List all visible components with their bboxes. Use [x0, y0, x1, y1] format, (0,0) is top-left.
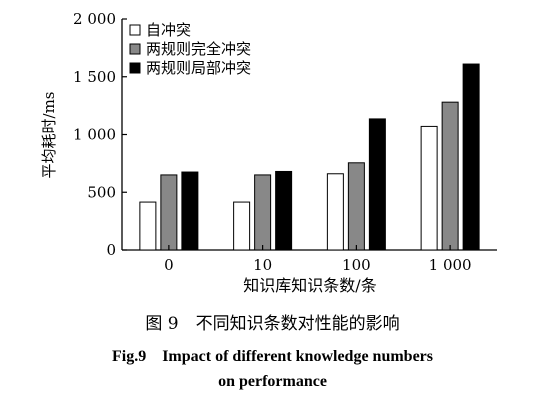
- x-tick-label: 0: [164, 256, 174, 274]
- legend-label: 两规则局部冲突: [146, 59, 251, 77]
- figure-caption-en-line1: Fig.9 Impact of different knowledge numb…: [111, 348, 434, 365]
- bar: [326, 173, 344, 251]
- bar: [368, 118, 386, 251]
- legend-label: 两规则完全冲突: [146, 40, 251, 58]
- legend-swatch: [129, 62, 141, 74]
- bar: [181, 171, 199, 251]
- figure-caption-en-line2: on performance: [218, 373, 327, 390]
- bar: [420, 125, 438, 251]
- x-axis-label: 知识库知识条数/条: [243, 276, 376, 295]
- y-tick-label: 2 000: [73, 10, 116, 28]
- bars: [139, 63, 480, 251]
- x-tick-label: 10: [253, 256, 272, 274]
- ticks: 0 500 1 000 1 500 2 000 0 10 100 1 000: [73, 10, 472, 274]
- bar-chart: 0 500 1 000 1 500 2 000 0 10 100 1 000 自冲突两规则完全冲…: [40, 10, 497, 295]
- bar: [275, 170, 293, 251]
- bar: [441, 101, 459, 251]
- x-tick-label: 100: [342, 256, 371, 274]
- bar: [160, 174, 178, 251]
- y-tick-label: 0: [106, 241, 116, 259]
- bar: [254, 174, 272, 251]
- figure-caption-cn: 图 9 不同知识条数对性能的影响: [145, 314, 400, 334]
- y-tick-label: 500: [87, 183, 116, 201]
- bar: [462, 63, 480, 251]
- bar: [233, 201, 251, 251]
- bar: [347, 162, 365, 251]
- x-tick-label: 1 000: [429, 256, 472, 274]
- legend-swatch: [129, 24, 141, 36]
- y-tick-label: 1 500: [73, 68, 116, 86]
- y-tick-label: 1 000: [73, 126, 116, 144]
- legend-label: 自冲突: [146, 21, 191, 39]
- y-axis-label: 平均耗时/ms: [40, 92, 58, 179]
- legend-swatch: [129, 43, 141, 55]
- bar: [139, 201, 157, 251]
